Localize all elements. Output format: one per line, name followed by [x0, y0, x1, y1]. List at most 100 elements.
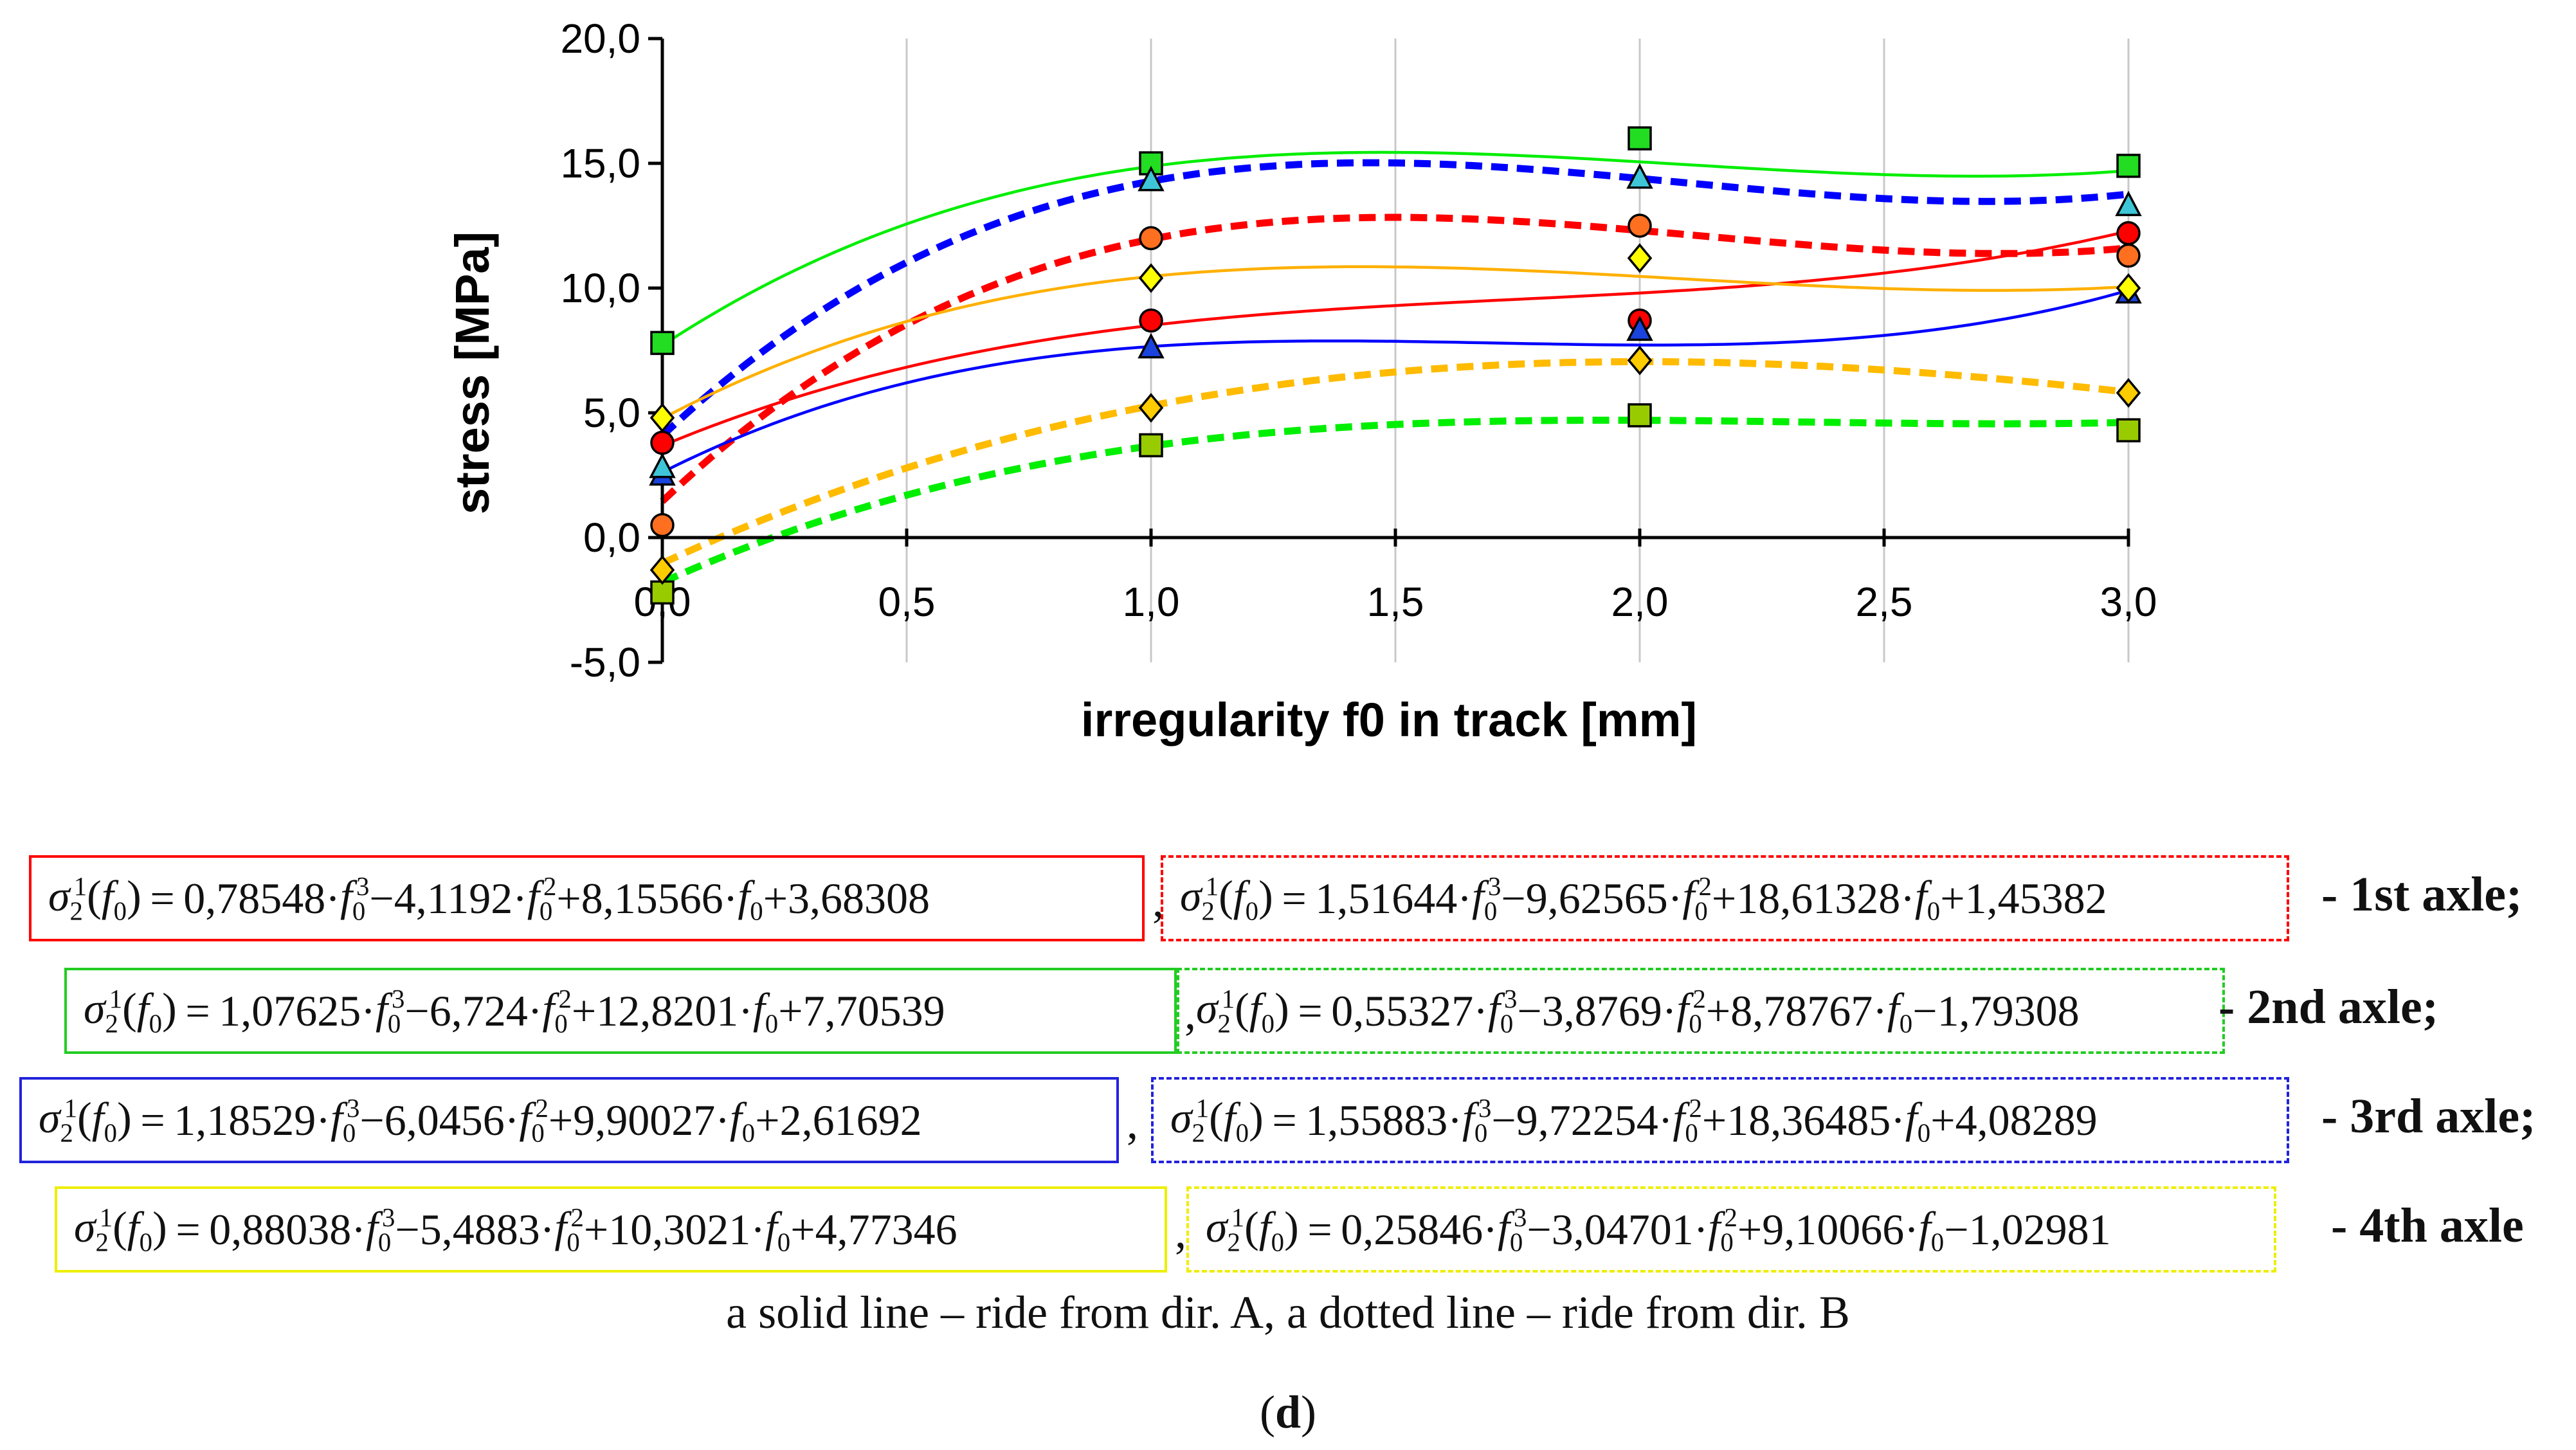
equation-separator: , [1175, 1206, 1186, 1258]
term-f0-cubed: f03 [1471, 871, 1501, 926]
marker-diamond [649, 403, 675, 433]
term-f0: f0 [1914, 871, 1941, 926]
equation-box-solid: σ21(f0) = 1,18529 · f03 − 6,0456 · f02 +… [19, 1077, 1119, 1163]
series-line [660, 213, 2129, 504]
axle-label: - 3rd axle; [2321, 1089, 2536, 1143]
x-axis-title: irregularity f0 in track [mm] [1081, 693, 1697, 747]
coef-quadratic: 5,4883 [419, 1204, 540, 1254]
stress-chart: -5,00,05,010,015,020,00,00,51,01,52,02,5… [446, 15, 2157, 747]
marker-circle [2116, 221, 2141, 246]
coef-cubic: 0,78548 [183, 873, 326, 923]
equation-box-dotted: σ21(f0) = 0,25846 · f03 − 3,04701 · f02 … [1186, 1186, 2276, 1273]
operator: + [1940, 873, 1965, 923]
marker-triangle [649, 453, 676, 478]
coef-quadratic: 3,04701 [1551, 1204, 1694, 1254]
axle-label: - 4th axle [2331, 1199, 2524, 1253]
operator: + [583, 1204, 609, 1254]
marker-square [1628, 126, 1652, 150]
x-tick-label: 2,0 [1611, 579, 1669, 625]
marker-triangle [1138, 165, 1165, 192]
coef-quadratic: 9,62565 [1525, 873, 1668, 923]
coef-quadratic: 4,1192 [394, 873, 513, 923]
operator: + [556, 873, 581, 923]
marker-square [650, 331, 675, 356]
marker-circle [1628, 213, 1652, 238]
coef-cubic: 1,51644 [1315, 873, 1458, 923]
coef-constant: 4,77346 [815, 1204, 957, 1254]
marker-circle [1139, 226, 1163, 251]
coef-quadratic: 9,72254 [1516, 1095, 1658, 1145]
coef-cubic: 0,55327 [1331, 986, 1474, 1035]
series-line [661, 265, 2129, 420]
panel-letter: d [1274, 1386, 1302, 1438]
equation-lhs: σ21(f0) [1196, 983, 1289, 1038]
marker-square [1628, 403, 1652, 428]
equation-lhs: σ21(f0) [1170, 1092, 1264, 1148]
y-axis-title: stress [MPa] [446, 231, 499, 514]
equation-lhs: σ21(f0) [1180, 871, 1273, 926]
equation-box-solid: σ21(f0) = 0,88038 · f03 − 5,4883 · f02 +… [55, 1186, 1167, 1273]
marker-square [650, 580, 675, 605]
term-f0: f0 [729, 1092, 756, 1148]
marker-diamond [1627, 243, 1653, 273]
coef-linear: 9,90027 [573, 1095, 716, 1145]
coef-constant: 2,61692 [779, 1095, 922, 1145]
equation-box-dotted: σ21(f0) = 1,51644 · f03 − 9,62565 · f02 … [1161, 855, 2289, 941]
term-f0: f0 [738, 871, 763, 926]
operator: − [395, 1204, 420, 1254]
coef-cubic: 1,55883 [1305, 1095, 1448, 1145]
operator: + [778, 986, 803, 1035]
y-tick-label: 15,0 [560, 140, 640, 186]
coef-constant: 3,68308 [788, 873, 930, 923]
marker-diamond [2116, 377, 2141, 408]
coef-linear: 18,36485 [1727, 1095, 1891, 1145]
marker-square [2116, 154, 2141, 178]
series-line [662, 230, 2129, 448]
term-f0: f0 [752, 983, 779, 1038]
equation-lhs: σ21(f0) [39, 1092, 132, 1148]
coef-linear: 9,10066 [1762, 1204, 1905, 1254]
term-f0-squared: f02 [542, 983, 572, 1038]
term-f0-cubed: f03 [340, 871, 370, 926]
operator: + [755, 1095, 780, 1145]
equation-box-dotted: σ21(f0) = 1,55883 · f03 − 9,72254 · f02 … [1151, 1077, 2289, 1163]
operator: − [1491, 1095, 1516, 1145]
operator: − [1527, 1204, 1552, 1254]
term-f0: f0 [1887, 983, 1913, 1038]
marker-square [2116, 418, 2141, 442]
marker-diamond [2116, 273, 2141, 304]
coef-quadratic: 3,8769 [1541, 986, 1662, 1035]
operator: − [1501, 873, 1526, 923]
operator: + [790, 1204, 815, 1254]
operator: + [548, 1095, 574, 1145]
term-f0: f0 [765, 1202, 791, 1257]
equation-lhs: σ21(f0) [84, 983, 177, 1038]
x-tick-label: 2,5 [1856, 579, 1913, 625]
coef-quadratic: 6,724 [429, 986, 528, 1035]
operator: − [1912, 986, 1937, 1035]
marker-triangle [1626, 315, 1653, 341]
coef-linear: 8,78767 [1730, 986, 1873, 1035]
x-tick-label: 3,0 [2100, 579, 2157, 625]
marker-diamond [1138, 393, 1164, 423]
term-f0: f0 [1905, 1092, 1931, 1148]
term-f0-squared: f02 [1676, 983, 1706, 1038]
term-f0-squared: f02 [1708, 1202, 1737, 1257]
coef-linear: 12,8201 [596, 986, 739, 1035]
axle-label: - 1st axle; [2321, 867, 2523, 921]
coef-linear: 18,61328 [1736, 873, 1901, 923]
coef-cubic: 1,07625 [219, 986, 361, 1035]
marker-diamond [1627, 345, 1653, 376]
y-tick-label: 5,0 [583, 390, 640, 436]
operator: − [359, 1095, 385, 1145]
operator: + [763, 873, 788, 923]
coef-quadratic: 6,0456 [384, 1095, 505, 1145]
operator: − [1517, 986, 1542, 1035]
series-line [661, 289, 2129, 474]
equation-box-dotted: σ21(f0) = 0,55327 · f03 − 3,8769 · f02 +… [1177, 968, 2225, 1054]
marker-triangle [1138, 332, 1165, 359]
equation-separator: , [1184, 988, 1196, 1039]
operator: − [369, 873, 394, 923]
y-tick-label: 0,0 [583, 514, 640, 561]
term-f0-cubed: f03 [1497, 1202, 1527, 1257]
